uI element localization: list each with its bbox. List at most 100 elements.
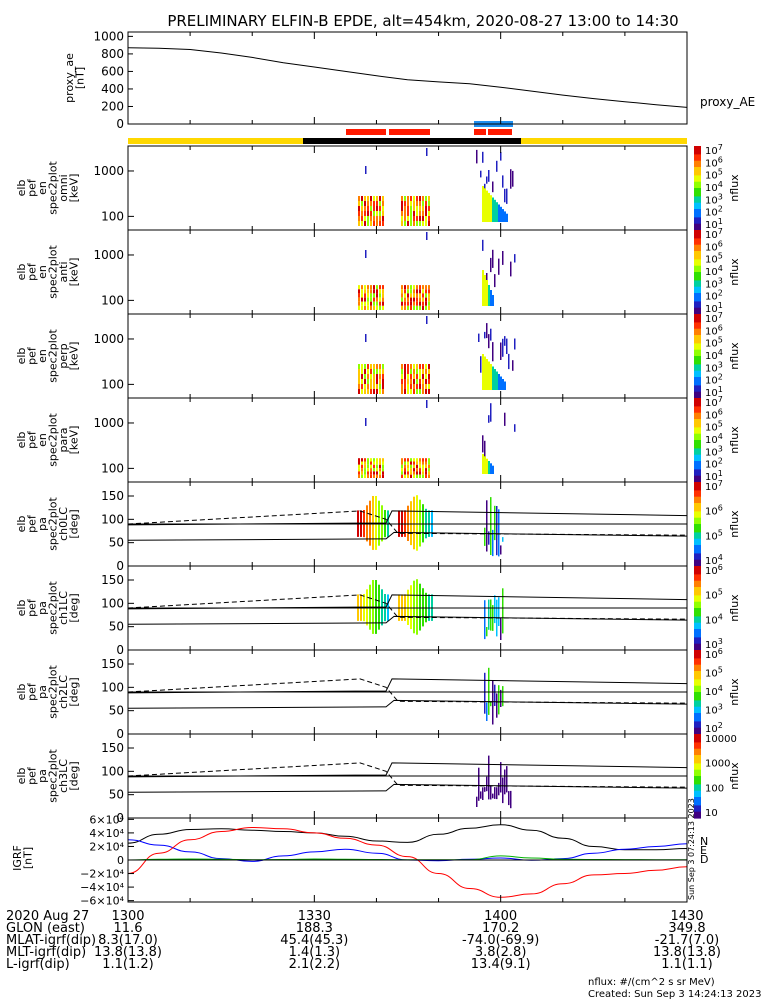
heat-streak <box>480 791 482 799</box>
heat-cell <box>401 464 403 469</box>
heat-cell <box>428 285 430 290</box>
zbar-tick-label: 100 <box>705 783 724 794</box>
heat-cell <box>413 464 415 469</box>
colorbar-swatch <box>694 469 701 473</box>
heat-cell <box>419 471 421 475</box>
heat-cell <box>425 374 427 379</box>
colorbar-swatch <box>694 757 701 760</box>
colorbar-swatch <box>694 580 701 584</box>
heat-streak <box>506 338 508 354</box>
heat-streak <box>514 338 516 350</box>
ytick-label: 1000 <box>93 248 124 262</box>
heat-cell <box>428 374 430 379</box>
heat-cell <box>404 293 406 298</box>
heat-cell <box>367 211 369 216</box>
heat-streak <box>502 338 504 357</box>
ylabel-line: ch3LC <box>57 759 70 793</box>
heat-cell <box>373 289 375 294</box>
heat-cell <box>425 464 427 469</box>
ylabel-line: [deg] <box>67 761 80 790</box>
colorbar-swatch <box>694 217 701 221</box>
heat-cell <box>373 285 375 290</box>
colorbar-swatch <box>694 738 701 741</box>
heat-cell <box>382 211 384 216</box>
igrf-series-d <box>127 826 688 898</box>
heat-streak <box>500 617 502 640</box>
colorbar-swatch <box>694 540 701 544</box>
colorbar-swatch <box>694 402 701 405</box>
heat-cell <box>419 206 421 211</box>
heat-streak <box>502 251 504 265</box>
heat-streak <box>494 274 496 288</box>
ylabel-line: elb <box>15 432 28 449</box>
heat-cell <box>379 389 381 394</box>
ylabel-line: [deg] <box>67 509 80 538</box>
ylabel-line: IGRF <box>11 845 24 871</box>
heat-cell <box>407 301 409 306</box>
heat-streak <box>510 169 512 189</box>
colorbar-swatch <box>694 358 701 361</box>
ytick-label: 150 <box>101 573 124 587</box>
heat-streak <box>492 249 494 268</box>
heat-cell <box>410 196 412 201</box>
heat-cell <box>425 301 427 306</box>
ylabel-line: elb <box>15 768 28 785</box>
colorbar-swatch <box>694 687 701 691</box>
heat-streak <box>486 176 488 184</box>
heat-cell <box>422 305 424 310</box>
colorbar-swatch <box>694 337 701 340</box>
heat-cell <box>419 196 421 201</box>
heat-cell <box>407 589 409 625</box>
colorbar-swatch <box>694 395 701 399</box>
heat-cell <box>401 301 403 306</box>
ytick-label: 150 <box>101 489 124 503</box>
heat-cell <box>416 369 418 374</box>
heat-cell <box>401 206 403 211</box>
heat-cell <box>361 364 363 369</box>
heat-cell <box>413 364 415 369</box>
colorbar-swatch <box>694 488 701 491</box>
colorbar-swatch <box>694 557 701 561</box>
colorbar-swatch <box>694 538 701 542</box>
heat-cell <box>428 216 430 221</box>
colorbar-swatch <box>694 715 701 718</box>
heat-cell <box>379 461 381 465</box>
colorbar-swatch <box>694 223 701 227</box>
colorbar-swatch <box>694 246 701 250</box>
time-axis-value: 349.8 <box>668 921 705 936</box>
colorbar-swatch <box>694 175 701 179</box>
colorbar-swatch <box>694 542 701 546</box>
ylabel-line: pef <box>25 430 38 449</box>
ytick-label: 50 <box>109 536 124 550</box>
colorbar-swatch <box>694 316 701 319</box>
heat-cell <box>373 389 375 394</box>
heat-streak <box>514 254 516 263</box>
colorbar-swatch <box>694 425 701 428</box>
zbar-tick-label: 101 <box>705 385 723 399</box>
colorbar-swatch <box>694 213 701 216</box>
heat-cell <box>425 196 427 201</box>
heat-cell <box>373 369 375 374</box>
colorbar-swatch <box>694 305 701 309</box>
zbar-tick-label: 105 <box>705 420 723 434</box>
heat-cell <box>370 461 372 465</box>
heat-cell <box>407 379 409 384</box>
ylabel-line: spec2plot <box>46 329 59 383</box>
colorbar-swatch <box>694 437 701 441</box>
colorbar-swatch <box>694 696 701 699</box>
heat-cell <box>407 468 409 472</box>
heat-burst <box>496 202 498 222</box>
heat-streak <box>490 599 492 631</box>
colorbar-swatch <box>694 610 701 613</box>
heat-cell <box>404 474 406 478</box>
heat-cell <box>401 305 403 310</box>
colorbar-swatch <box>694 274 701 277</box>
heat-cell <box>416 471 418 475</box>
heat-cell <box>416 221 418 226</box>
colorbar-swatch <box>694 689 701 693</box>
heat-streak <box>510 790 512 809</box>
colorbar-swatch <box>694 343 701 347</box>
time-axis-value: 188.3 <box>296 921 333 936</box>
ylabel-line: [deg] <box>67 593 80 622</box>
